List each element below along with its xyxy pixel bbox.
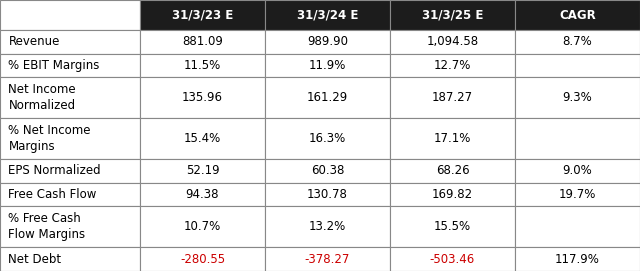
Text: 31/3/25 E: 31/3/25 E: [422, 9, 483, 22]
Bar: [265, 30, 390, 54]
Text: 135.96: 135.96: [182, 91, 223, 104]
Text: 881.09: 881.09: [182, 36, 223, 49]
Bar: [265, 0, 390, 30]
Bar: [0, 247, 140, 271]
Bar: [515, 78, 640, 118]
Bar: [390, 30, 515, 54]
Bar: [390, 118, 515, 159]
Bar: [140, 183, 265, 207]
Bar: [0, 54, 140, 78]
Bar: [140, 118, 265, 159]
Bar: [515, 30, 640, 54]
Bar: [265, 118, 390, 159]
Bar: [390, 54, 515, 78]
Text: EPS Normalized: EPS Normalized: [8, 164, 101, 178]
Bar: [390, 247, 515, 271]
Text: 9.0%: 9.0%: [563, 164, 593, 178]
Text: 60.38: 60.38: [311, 164, 344, 178]
Text: 10.7%: 10.7%: [184, 220, 221, 233]
Bar: [0, 118, 140, 159]
Text: Net Debt: Net Debt: [8, 253, 61, 266]
Text: 11.9%: 11.9%: [309, 59, 346, 72]
Bar: [140, 247, 265, 271]
Bar: [265, 78, 390, 118]
Bar: [265, 207, 390, 247]
Bar: [515, 247, 640, 271]
Bar: [265, 159, 390, 183]
Bar: [0, 159, 140, 183]
Bar: [515, 159, 640, 183]
Text: Free Cash Flow: Free Cash Flow: [8, 188, 97, 201]
Bar: [390, 78, 515, 118]
Text: -378.27: -378.27: [305, 253, 350, 266]
Bar: [515, 118, 640, 159]
Text: % EBIT Margins: % EBIT Margins: [8, 59, 100, 72]
Bar: [390, 159, 515, 183]
Text: 169.82: 169.82: [432, 188, 473, 201]
Text: 11.5%: 11.5%: [184, 59, 221, 72]
Text: 117.9%: 117.9%: [555, 253, 600, 266]
Text: % Free Cash
Flow Margins: % Free Cash Flow Margins: [8, 212, 86, 241]
Text: 31/3/24 E: 31/3/24 E: [297, 9, 358, 22]
Text: -503.46: -503.46: [430, 253, 475, 266]
Text: 12.7%: 12.7%: [434, 59, 471, 72]
Text: 94.38: 94.38: [186, 188, 220, 201]
Bar: [265, 183, 390, 207]
Bar: [140, 54, 265, 78]
Text: Net Income
Normalized: Net Income Normalized: [8, 83, 76, 112]
Bar: [265, 247, 390, 271]
Text: % Net Income
Margins: % Net Income Margins: [8, 124, 91, 153]
Bar: [390, 0, 515, 30]
Text: 17.1%: 17.1%: [434, 132, 471, 145]
Bar: [0, 78, 140, 118]
Bar: [0, 183, 140, 207]
Bar: [0, 207, 140, 247]
Text: 130.78: 130.78: [307, 188, 348, 201]
Bar: [140, 159, 265, 183]
Text: Revenue: Revenue: [8, 36, 60, 49]
Bar: [140, 30, 265, 54]
Text: 15.4%: 15.4%: [184, 132, 221, 145]
Text: 989.90: 989.90: [307, 36, 348, 49]
Text: 1,094.58: 1,094.58: [426, 36, 479, 49]
Text: 9.3%: 9.3%: [563, 91, 593, 104]
Bar: [515, 0, 640, 30]
Text: 8.7%: 8.7%: [563, 36, 593, 49]
Bar: [140, 207, 265, 247]
Text: 16.3%: 16.3%: [309, 132, 346, 145]
Bar: [140, 0, 265, 30]
Text: 19.7%: 19.7%: [559, 188, 596, 201]
Bar: [0, 30, 140, 54]
Bar: [265, 54, 390, 78]
Text: 52.19: 52.19: [186, 164, 220, 178]
Text: 15.5%: 15.5%: [434, 220, 471, 233]
Bar: [515, 207, 640, 247]
Bar: [0, 0, 140, 30]
Text: 68.26: 68.26: [436, 164, 469, 178]
Text: 31/3/23 E: 31/3/23 E: [172, 9, 233, 22]
Bar: [390, 183, 515, 207]
Text: 187.27: 187.27: [432, 91, 473, 104]
Bar: [515, 54, 640, 78]
Text: -280.55: -280.55: [180, 253, 225, 266]
Text: 13.2%: 13.2%: [309, 220, 346, 233]
Bar: [515, 183, 640, 207]
Text: 161.29: 161.29: [307, 91, 348, 104]
Bar: [140, 78, 265, 118]
Text: CAGR: CAGR: [559, 9, 596, 22]
Bar: [390, 207, 515, 247]
